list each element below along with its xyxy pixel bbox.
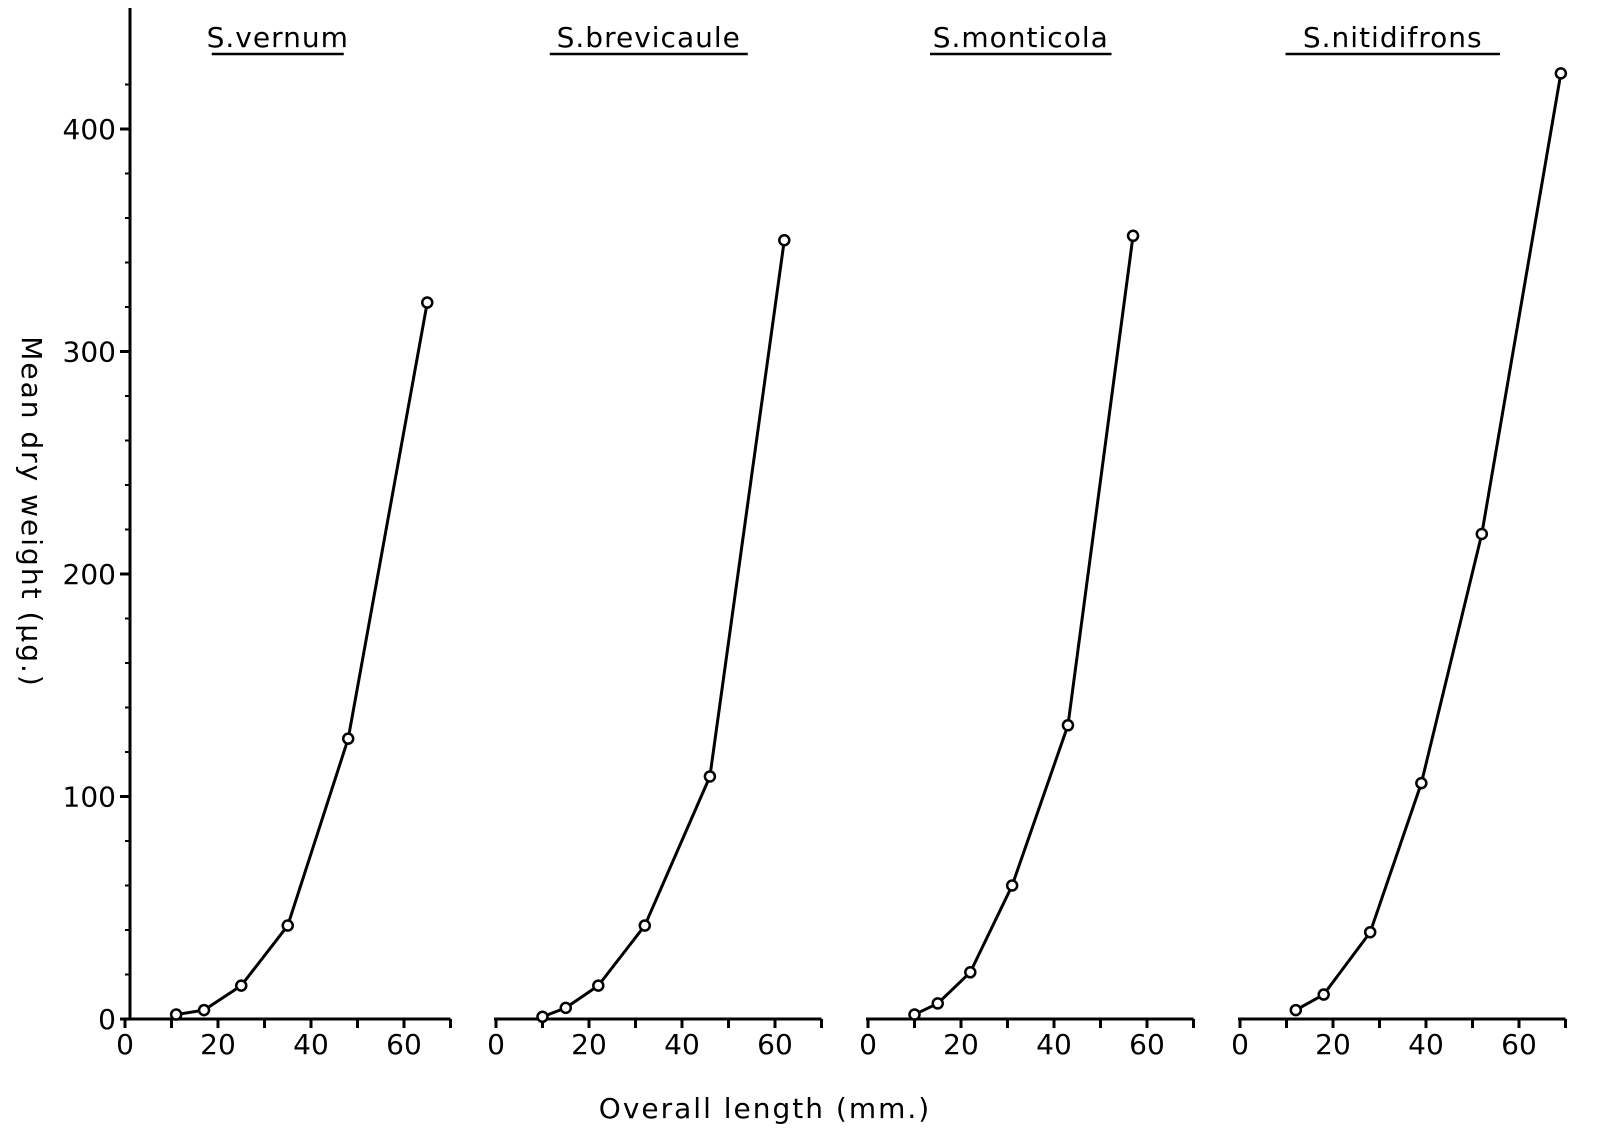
panel-title: S.brevicaule	[557, 21, 741, 54]
x-tick-label: 20	[1315, 1028, 1351, 1061]
x-tick-label: 40	[293, 1028, 329, 1061]
panel-1: 0 20 40 60 S.vernum	[116, 21, 452, 1061]
panels: 0 20 40 60 S.vernum 0 20 40 60 S.brevicaule 0 20 40 6…	[116, 21, 1568, 1061]
data-point	[341, 732, 355, 745]
x-tick-label: 0	[487, 1028, 505, 1061]
data-point	[964, 966, 977, 979]
data-point	[1363, 925, 1377, 939]
y-axis-title: Mean dry weight (µg.)	[15, 336, 48, 688]
x-tick-label: 0	[1231, 1028, 1249, 1061]
panel-2: 0 20 40 60 S.brevicaule	[487, 21, 823, 1061]
data-point	[778, 234, 791, 247]
series-line	[1295, 73, 1563, 1012]
data-point	[421, 296, 434, 309]
panel-title: S.monticola	[933, 21, 1109, 54]
data-point	[592, 979, 605, 992]
series-line	[541, 240, 786, 1019]
panel-title: S.nitidifrons	[1303, 21, 1483, 54]
data-point	[197, 1003, 211, 1017]
x-tick-label: 0	[116, 1028, 134, 1061]
panel-title: S.vernum	[207, 21, 349, 54]
series-line	[913, 235, 1135, 1016]
x-tick-label: 0	[859, 1028, 877, 1061]
x-tick-label: 40	[664, 1028, 700, 1061]
panel-3: 0 20 40 60 S.monticola	[859, 21, 1195, 1061]
data-point	[1061, 719, 1075, 732]
y-tick-label: 100	[63, 781, 116, 814]
series-line	[175, 302, 429, 1017]
data-point	[638, 919, 652, 932]
x-tick-label: 20	[571, 1028, 607, 1061]
data-point	[1475, 527, 1489, 541]
data-point	[1415, 776, 1428, 790]
x-tick-label: 60	[1501, 1028, 1537, 1061]
y-tick-label: 0	[98, 1003, 116, 1036]
x-axis-title: Overall length (mm.)	[599, 1092, 931, 1125]
x-tick-label: 60	[1129, 1028, 1165, 1061]
x-tick-label: 60	[757, 1028, 793, 1061]
data-point	[703, 770, 717, 783]
y-tick-label: 200	[63, 558, 116, 591]
y-tick-label: 400	[63, 113, 116, 146]
data-point	[1317, 988, 1330, 1001]
x-tick-label: 60	[386, 1028, 422, 1061]
panel-4: 0 20 40 60 S.nitidifrons	[1231, 21, 1568, 1061]
data-point	[536, 1010, 549, 1024]
x-tick-label: 20	[200, 1028, 236, 1061]
data-point	[908, 1008, 921, 1021]
data-point	[169, 1008, 183, 1021]
data-point	[559, 1001, 572, 1015]
data-point	[1126, 229, 1140, 243]
y-tick-label: 300	[63, 336, 116, 369]
data-point	[1289, 1003, 1303, 1017]
data-point	[235, 979, 248, 992]
data-point	[281, 919, 294, 932]
y-axis: 0 100 200 300 400	[63, 8, 132, 1036]
x-tick-label: 40	[1036, 1028, 1072, 1061]
x-tick-label: 40	[1408, 1028, 1444, 1061]
data-point	[1005, 879, 1019, 892]
data-point	[931, 997, 944, 1010]
x-tick-label: 20	[943, 1028, 979, 1061]
data-point	[1554, 67, 1568, 80]
